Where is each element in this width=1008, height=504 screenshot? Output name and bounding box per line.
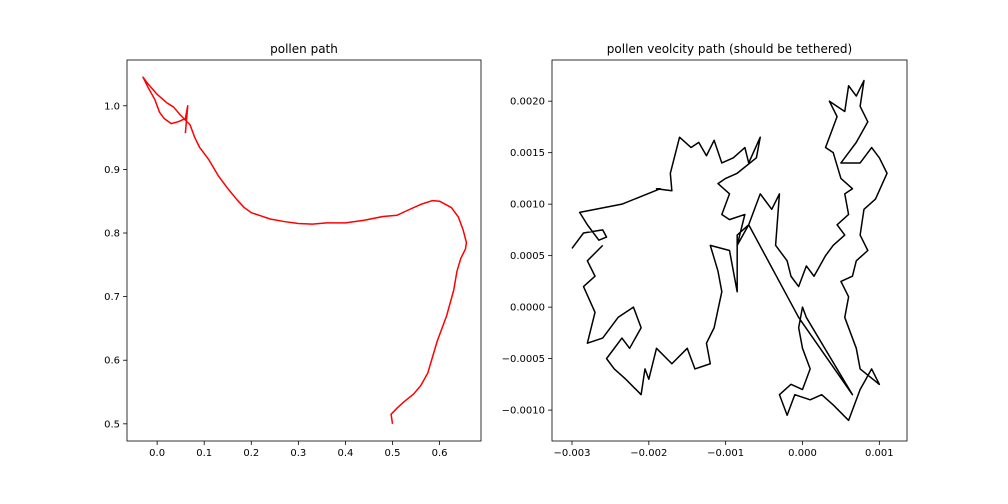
line-series [571,79,888,422]
y-tick-label: 0.0000 [510,303,545,314]
y-tick-label: −0.0005 [502,354,545,365]
y-tick-label: 0.0020 [510,97,545,108]
x-tick-label: −0.001 [707,448,744,459]
x-tick-label: 0.0 [149,448,165,459]
axes-frame [551,59,908,442]
y-tick-label: 0.5 [104,419,120,430]
y-tick-label: 0.7 [104,292,120,303]
x-tick-label: 0.4 [337,448,353,459]
x-tick-label: −0.003 [553,448,590,459]
y-tick-label: −0.0010 [502,406,545,417]
x-tick-label: 0.5 [385,448,401,459]
y-tick-label: 1.0 [104,101,120,112]
x-tick-label: 0.2 [243,448,259,459]
y-tick-label: 0.6 [104,356,120,367]
y-tick-label: 0.0015 [510,148,545,159]
y-tick-label: 0.9 [104,165,120,176]
x-tick-label: 0.3 [290,448,306,459]
line-series [142,76,468,424]
axes-frame [126,59,482,442]
y-tick-label: 0.0010 [510,200,545,211]
chart-title: pollen veolcity path (should be tethered… [607,42,852,56]
chart-title: pollen path [270,42,338,56]
y-tick-label: 0.8 [104,229,120,240]
y-tick-label: 0.0005 [510,251,545,262]
x-tick-label: −0.002 [630,448,667,459]
x-tick-label: 0.000 [788,448,817,459]
x-tick-label: 0.1 [196,448,212,459]
x-tick-label: 0.001 [865,448,894,459]
x-tick-label: 0.6 [432,448,448,459]
